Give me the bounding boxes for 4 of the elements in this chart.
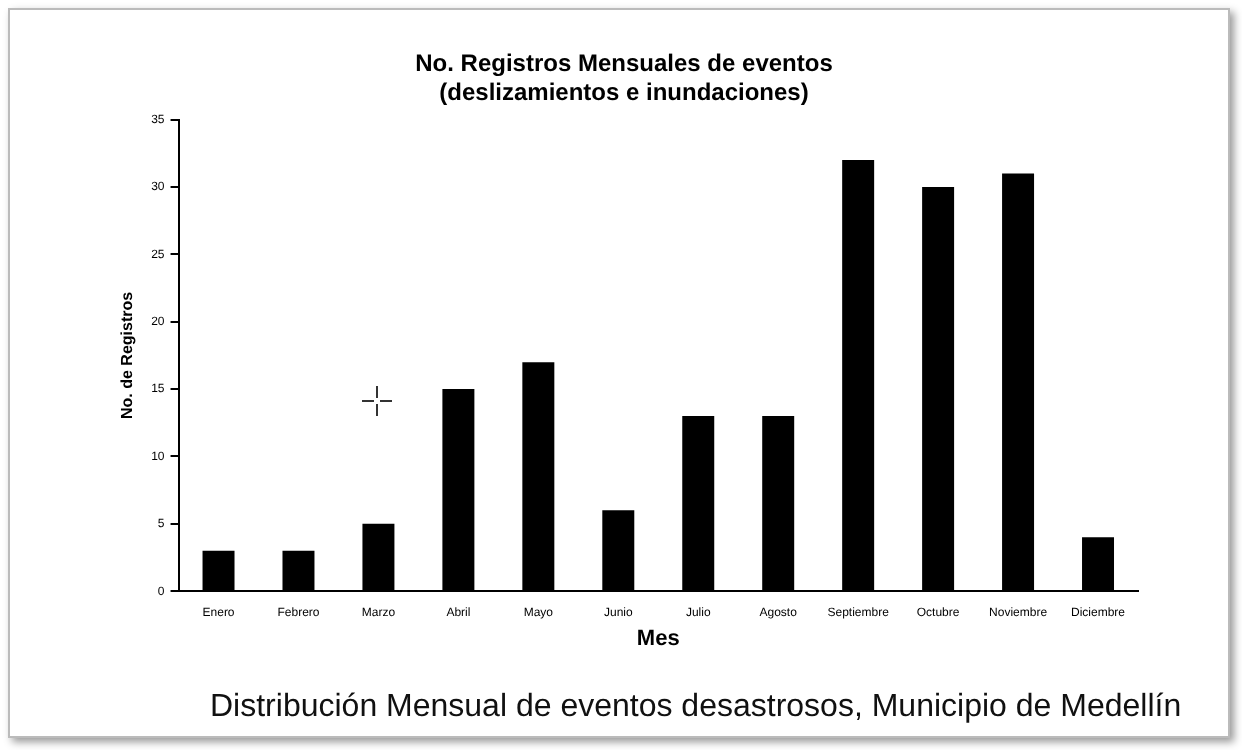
y-axis-title: No. de Registros: [118, 290, 137, 419]
chart-title: No. Registros Mensuales de eventos (deslizamientos e inundaciones): [415, 49, 834, 106]
text: Distribución Mensual de eventos desastrosos, Municipio de Medellín: [210, 690, 1182, 726]
x-axis-title: Mes: [636, 626, 680, 651]
